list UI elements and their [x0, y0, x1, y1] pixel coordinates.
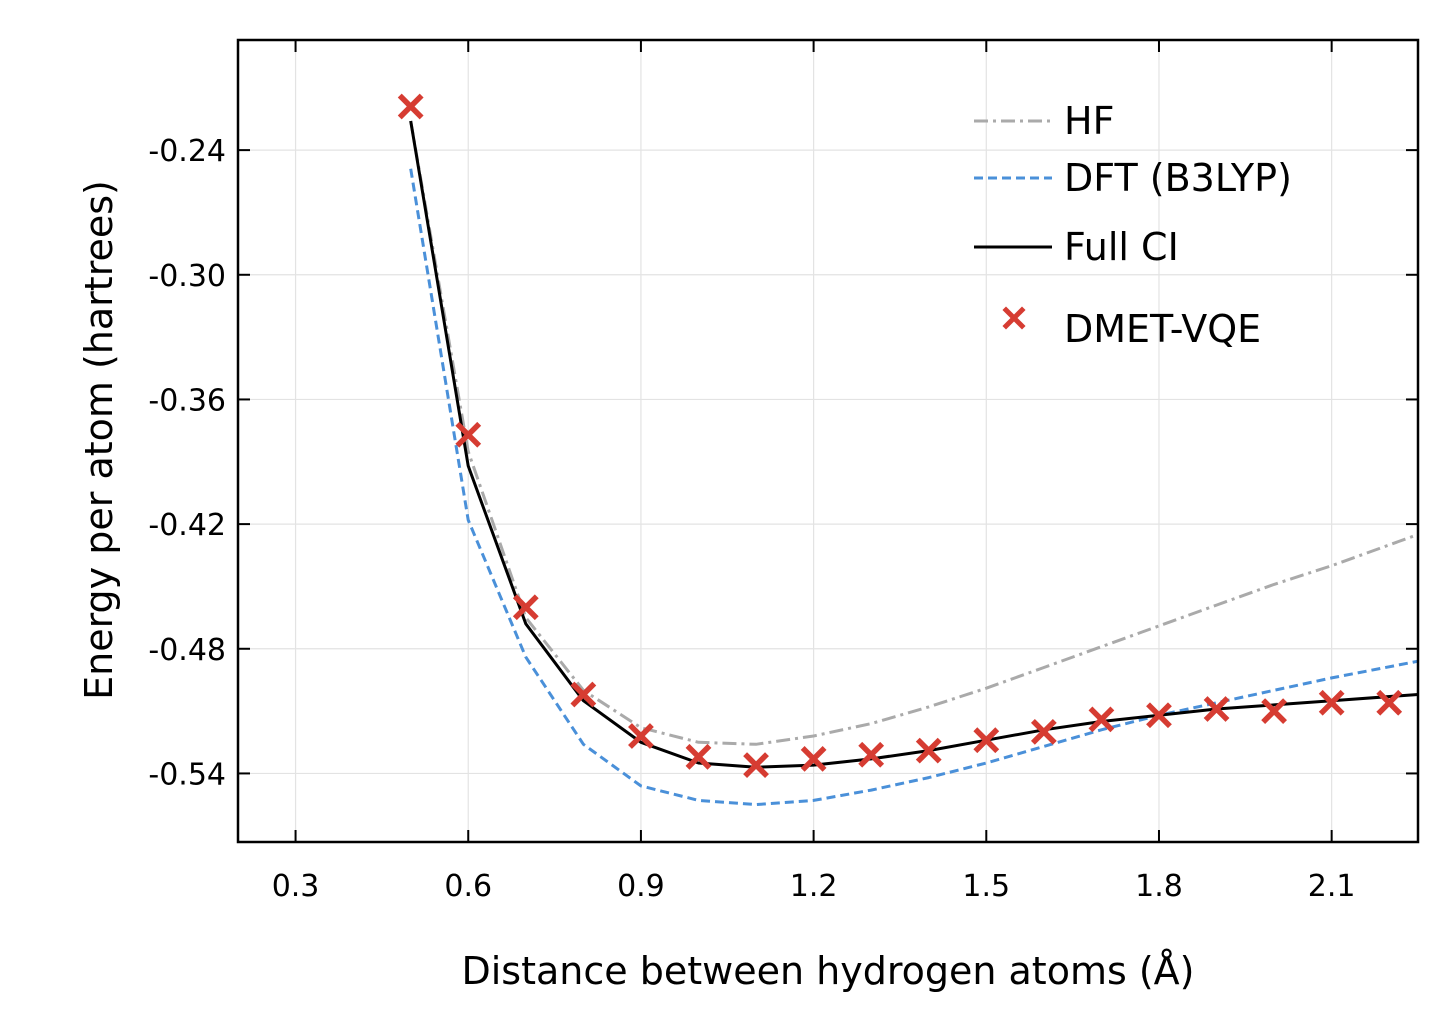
- y-tick-label: -0.48: [148, 633, 226, 668]
- marker-stroke: [1030, 718, 1057, 745]
- dmet-vqe-marker: [1203, 696, 1230, 722]
- dmet-vqe-marker: [1376, 689, 1403, 716]
- marker-stroke: [1261, 698, 1287, 724]
- dmet-vqe-marker: [1088, 706, 1115, 733]
- marker-stroke: [397, 93, 424, 120]
- marker-stroke: [743, 752, 769, 779]
- x-tick-label: 1.5: [962, 869, 1010, 904]
- legend-label-fullci: Full CI: [1064, 225, 1179, 269]
- x-tick-label: 1.8: [1135, 869, 1183, 904]
- dmet-vqe-marker: [685, 743, 712, 770]
- x-tick-label: 0.9: [617, 869, 665, 904]
- marker-stroke: [973, 727, 1000, 754]
- marker-stroke: [628, 723, 654, 749]
- dmet-vqe-marker: [397, 93, 424, 120]
- dmet-vqe-marker: [973, 727, 1000, 754]
- x-tick-label: 0.3: [272, 869, 320, 904]
- y-tick-label: -0.42: [148, 508, 226, 543]
- legend: HF DFT (B3LYP) Full CI DMET-VQE: [974, 99, 1292, 351]
- marker-stroke: [915, 737, 942, 764]
- plot-frame: [236, 38, 1420, 844]
- y-tick-label: -0.24: [148, 134, 226, 169]
- dmet-vqe-marker: [915, 737, 942, 764]
- grid: [238, 40, 1418, 842]
- legend-label-dft: DFT (B3LYP): [1064, 156, 1292, 200]
- marker-stroke: [1376, 689, 1403, 716]
- marker-stroke: [1146, 702, 1172, 729]
- marker-stroke: [685, 743, 712, 770]
- x-tick-label: 1.2: [790, 869, 838, 904]
- dmet-vqe-marker: [570, 681, 597, 708]
- hf-line: [409, 120, 1419, 746]
- x-axis-label: Distance between hydrogen atoms (Å): [461, 949, 1194, 993]
- marker-stroke: [1318, 689, 1345, 716]
- y-tick-label: -0.30: [148, 259, 226, 294]
- legend-label-dmet: DMET-VQE: [1064, 307, 1261, 351]
- marker-stroke: [512, 594, 539, 621]
- dmet-vqe-marker: [743, 752, 769, 779]
- marker-stroke: [570, 681, 597, 708]
- marker-stroke: [800, 746, 827, 772]
- x-tick-label: 2.1: [1308, 869, 1356, 904]
- dmet-vqe-marker: [1318, 689, 1345, 716]
- dmet-vqe-marker: [1030, 718, 1057, 745]
- legend-marker-dmet: [1002, 306, 1026, 330]
- y-tick-label: -0.36: [148, 383, 226, 418]
- y-axis-label: Energy per atom (hartrees): [77, 180, 121, 700]
- marker-stroke: [455, 421, 482, 448]
- marker-stroke: [1203, 696, 1230, 722]
- x-tick-label: 0.6: [444, 869, 492, 904]
- dmet-vqe-marker: [800, 746, 827, 772]
- dmet-vqe-marker: [512, 594, 539, 621]
- dmet-vqe-marker: [455, 421, 482, 448]
- dmet-vqe-marker: [1261, 698, 1287, 724]
- y-tick-label: -0.54: [148, 757, 226, 792]
- dmet-vqe-marker: [1146, 702, 1172, 729]
- series-layer: [397, 93, 1419, 807]
- ticks: 0.3 0.6 0.9 1.2 1.5 1.8 2.1 -0.24 -0.30 -0.36 -0.4…: [148, 40, 1418, 904]
- legend-label-hf: HF: [1064, 99, 1114, 143]
- dmet-vqe-marker: [858, 741, 885, 768]
- dmet-vqe-marker: [628, 723, 654, 749]
- marker-stroke: [1088, 706, 1115, 733]
- marker-stroke: [858, 741, 885, 768]
